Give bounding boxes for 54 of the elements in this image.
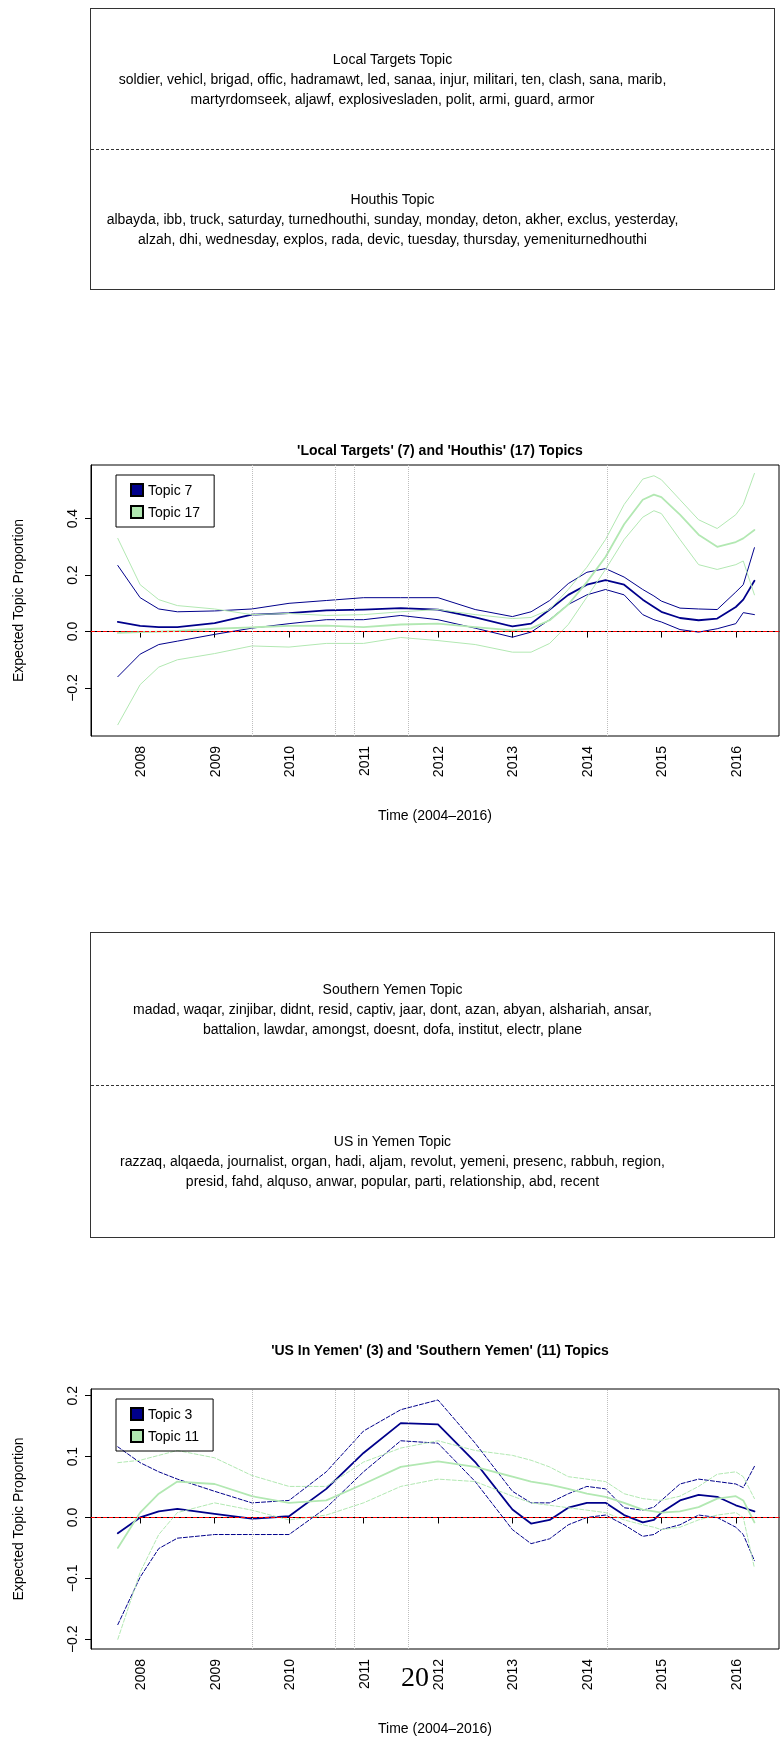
line-series (116, 579, 756, 628)
chart-title: 'Local Targets' (7) and 'Houthis' (17) Topics (297, 442, 584, 458)
line-series (117, 1478, 755, 1640)
x-axis-title: Time (2004–2016) (378, 807, 492, 823)
x-tick-label: 2008 (132, 1658, 149, 1691)
line-series (117, 547, 755, 618)
y-tick-label: 0.0 (64, 621, 80, 642)
line-series (117, 472, 755, 620)
x-tick-label: 2013 (504, 745, 521, 778)
x-tick-label: 2012 (429, 1658, 446, 1691)
y-axis-title: Expected Topic Proportion (10, 1437, 26, 1601)
text: 20 (401, 1660, 429, 1692)
y-tick-label: 0.1 (64, 1446, 80, 1467)
text: Houthis Topic (350, 190, 435, 210)
x-tick-label: 2013 (504, 1658, 521, 1691)
y-tick-label: 0.2 (64, 565, 80, 585)
legend-label: Topic 11 (148, 1428, 200, 1444)
y-axis-title: Expected Topic Proportion (10, 518, 26, 683)
text: razzaq, alqaeda, journalist, organ, hadi, aljam, revolut, yemeni, presenc, rabbuh, region, presid, fahd, alquso, anwar, popular, parti, relationship, abd, recent (119, 1152, 666, 1192)
line-series (116, 1422, 756, 1535)
x-tick-label: 2012 (429, 745, 446, 778)
line-series (117, 588, 755, 678)
line-series (116, 1460, 756, 1549)
y-tick-label: −0.1 (64, 1564, 80, 1593)
x-tick-label: 2016 (727, 745, 744, 778)
text: madad, waqar, zinjibar, didnt, resid, captiv, jaar, dont, azan, abyan, alshariah, ansar, battalion, lawdar, amongst, doesnt, dofa, institut, electr, plane (132, 999, 653, 1039)
x-tick-label: 2014 (578, 745, 595, 778)
x-tick-label: 2011 (355, 1658, 372, 1690)
chart-title: 'US In Yemen' (3) and 'Southern Yemen' (11) Topics (271, 1342, 610, 1358)
legend-label: Topic 3 (148, 1406, 193, 1422)
text: Southern Yemen Topic (322, 979, 463, 999)
y-tick-label: −0.2 (64, 1625, 80, 1654)
x-tick-label: 2009 (206, 745, 223, 778)
x-tick-label: 2015 (653, 745, 670, 778)
x-tick-label: 2008 (132, 745, 149, 778)
legend-label: Topic 7 (148, 482, 193, 498)
x-tick-label: 2015 (653, 1658, 670, 1691)
legend-label: Topic 17 (148, 504, 201, 520)
y-tick-label: 0.2 (64, 1385, 80, 1406)
x-axis-title: Time (2004–2016) (378, 1720, 492, 1736)
x-tick-label: 2010 (281, 1658, 298, 1691)
text: US in Yemen Topic (333, 1132, 452, 1152)
line-series (117, 1399, 755, 1511)
x-tick-label: 2016 (727, 1658, 744, 1691)
y-tick-label: 0.0 (64, 1507, 80, 1528)
x-tick-label: 2011 (355, 745, 372, 777)
x-tick-label: 2010 (281, 745, 298, 778)
text: Local Targets Topic (332, 49, 453, 69)
x-tick-label: 2009 (206, 1658, 223, 1691)
y-tick-label: 0.4 (64, 508, 80, 529)
x-tick-label: 2014 (578, 1658, 595, 1691)
text: albayda, ibb, truck, saturday, turnedhouthi, sunday, monday, deton, akher, exclus, yesterday, alzah, dhi, wednesday, explos, rada, devic, tuesday, thursday, yemeniturnedhouthi (106, 210, 679, 250)
text: soldier, vehicl, brigad, offic, hadramawt, led, sanaa, injur, militari, ten, clash, sana, marib, martyrdomseek, aljawf, explosivesladen, polit, armi, guard, armor (117, 69, 668, 109)
y-tick-label: −0.2 (64, 673, 80, 702)
